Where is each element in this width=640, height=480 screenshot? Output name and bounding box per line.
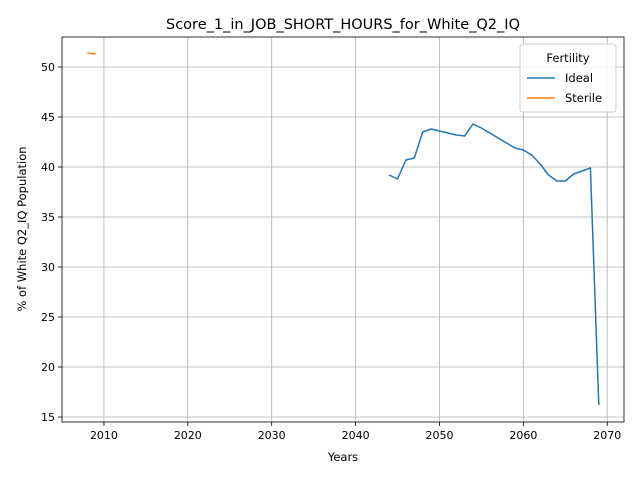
x-tick-label: 2070: [593, 429, 621, 442]
y-axis-label: % of White Q2_IQ Population: [15, 146, 29, 311]
x-tick-label: 2040: [342, 429, 370, 442]
y-tick-label: 20: [41, 361, 55, 374]
y-tick-label: 35: [41, 211, 55, 224]
x-tick-label: 2060: [509, 429, 537, 442]
x-tick-label: 2050: [425, 429, 453, 442]
x-tick-label: 2030: [258, 429, 286, 442]
series-line-sterile: [87, 53, 95, 54]
y-tick-label: 15: [41, 411, 55, 424]
legend-title: Fertility: [546, 51, 589, 65]
legend-label-sterile: Sterile: [565, 91, 602, 105]
chart-title: Score_1_in_JOB_SHORT_HOURS_for_White_Q2_…: [166, 17, 520, 33]
x-axis-label: Years: [327, 450, 358, 464]
y-tick-label: 30: [41, 261, 55, 274]
legend-label-ideal: Ideal: [565, 71, 593, 85]
legend: Fertility Ideal Sterile: [520, 44, 616, 112]
y-tick-label: 25: [41, 311, 55, 324]
x-tick-label: 2010: [90, 429, 118, 442]
y-tick-label: 40: [41, 161, 55, 174]
y-tick-label: 45: [41, 111, 55, 124]
x-tick-label: 2020: [174, 429, 202, 442]
y-tick-label: 50: [41, 61, 55, 74]
